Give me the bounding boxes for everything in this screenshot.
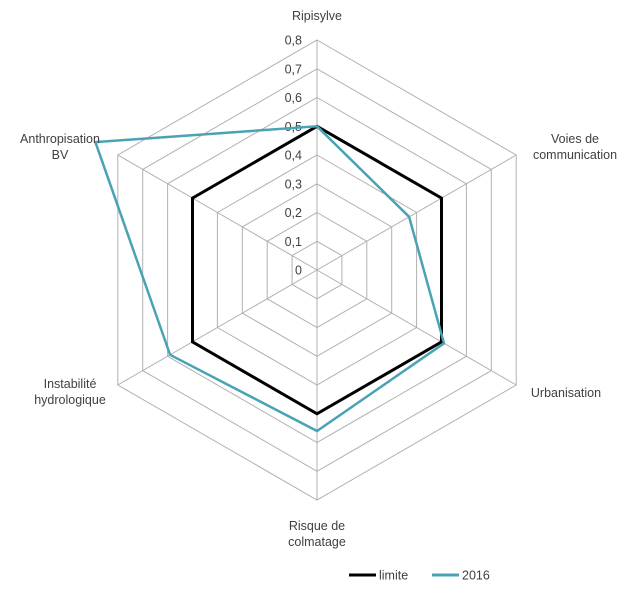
spoke-4 bbox=[117, 269, 318, 386]
radar-spokes bbox=[117, 40, 517, 500]
legend: limite 2016 bbox=[349, 569, 490, 583]
legend-label: 2016 bbox=[462, 569, 490, 583]
axis-label-5: Anthropisation BV bbox=[20, 132, 100, 162]
tick-label: 0,3 bbox=[285, 177, 302, 191]
legend-item-limite: limite bbox=[349, 569, 408, 583]
spoke-2 bbox=[316, 269, 517, 386]
legend-item-2016: 2016 bbox=[432, 569, 490, 583]
tick-label: 0,2 bbox=[285, 206, 302, 220]
axis-label-3: Risque de colmatage bbox=[288, 519, 346, 549]
legend-label: limite bbox=[379, 569, 408, 583]
axis-label-2: Urbanisation bbox=[531, 386, 601, 400]
tick-label: 0,7 bbox=[285, 62, 302, 76]
spoke-1 bbox=[316, 154, 517, 271]
axis-label-1: Voies de communication bbox=[533, 132, 617, 162]
data-series bbox=[93, 124, 446, 433]
axis-labels: Ripisylve Voies de communication Urbanisati… bbox=[20, 9, 617, 549]
axis-label-0: Ripisylve bbox=[292, 9, 342, 23]
tick-labels: 00,10,20,30,40,50,60,70,8 bbox=[285, 34, 302, 278]
tick-label: 0,6 bbox=[285, 91, 302, 105]
tick-label: 0,1 bbox=[285, 235, 302, 249]
tick-label: 0,8 bbox=[285, 34, 302, 48]
axis-label-4: Instabilité hydrologique bbox=[34, 377, 106, 407]
series-limite bbox=[191, 124, 443, 416]
series-2016 bbox=[93, 125, 446, 433]
spoke-5 bbox=[117, 154, 318, 271]
tick-label: 0 bbox=[295, 264, 302, 278]
tick-label: 0,4 bbox=[285, 149, 302, 163]
